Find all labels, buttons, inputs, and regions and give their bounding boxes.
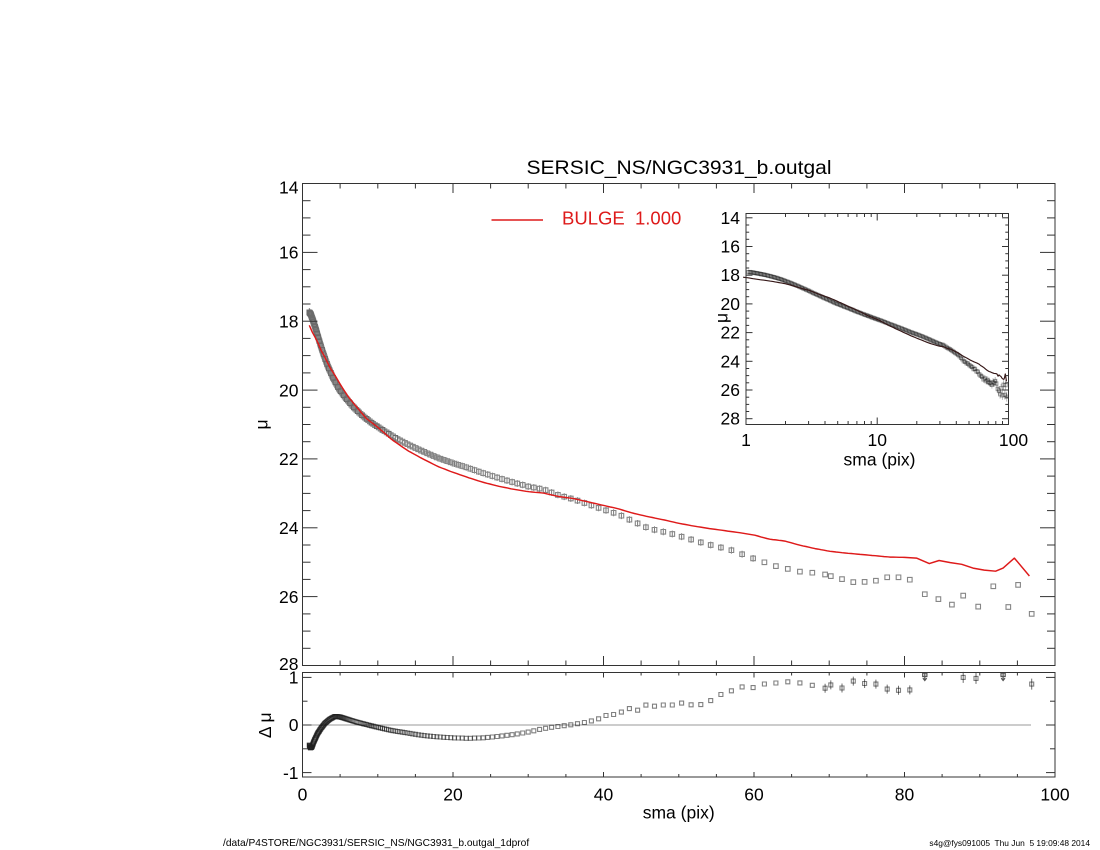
svg-text:20: 20 xyxy=(721,294,741,314)
svg-text:14: 14 xyxy=(279,178,299,198)
svg-text:10: 10 xyxy=(868,430,888,450)
svg-text:80: 80 xyxy=(895,785,915,805)
svg-text:1: 1 xyxy=(741,430,751,450)
svg-text:-1: -1 xyxy=(283,763,299,783)
svg-text:26: 26 xyxy=(721,380,740,400)
svg-text:24: 24 xyxy=(279,518,299,538)
svg-text:22: 22 xyxy=(721,323,740,343)
svg-text:16: 16 xyxy=(279,243,298,263)
svg-text:s4g@fys091005 Thu Jun 5 19:0: s4g@fys091005 Thu Jun 5 19:09:48 2014 xyxy=(929,838,1090,848)
svg-text:24: 24 xyxy=(721,351,741,371)
svg-text:/data/P4STORE/NGC3931/SERSIC_N: /data/P4STORE/NGC3931/SERSIC_NS/NGC3931_… xyxy=(223,838,529,849)
svg-text:sma (pix): sma (pix) xyxy=(643,802,715,822)
svg-text:0: 0 xyxy=(298,785,308,805)
svg-text:μ: μ xyxy=(252,419,272,429)
svg-text:22: 22 xyxy=(279,449,298,469)
svg-text:μ: μ xyxy=(712,313,732,323)
svg-text:18: 18 xyxy=(721,265,740,285)
svg-text:20: 20 xyxy=(279,380,299,400)
svg-text:26: 26 xyxy=(279,587,298,607)
svg-text:Δ μ: Δ μ xyxy=(255,712,275,738)
svg-text:14: 14 xyxy=(721,208,741,228)
svg-text:18: 18 xyxy=(279,311,298,331)
svg-text:SERSIC_NS/NGC3931_b.outgal: SERSIC_NS/NGC3931_b.outgal xyxy=(527,157,832,179)
svg-text:BULGE 1.000: BULGE 1.000 xyxy=(562,208,681,229)
svg-text:100: 100 xyxy=(999,430,1028,450)
svg-text:28: 28 xyxy=(721,409,740,429)
svg-text:16: 16 xyxy=(721,237,740,257)
svg-text:20: 20 xyxy=(443,785,463,805)
svg-text:28: 28 xyxy=(279,654,298,674)
svg-text:40: 40 xyxy=(594,785,614,805)
svg-text:0: 0 xyxy=(289,715,299,735)
svg-text:sma (pix): sma (pix) xyxy=(844,450,916,470)
svg-text:100: 100 xyxy=(1040,785,1069,805)
svg-text:60: 60 xyxy=(744,785,764,805)
svg-text:1: 1 xyxy=(289,668,299,688)
